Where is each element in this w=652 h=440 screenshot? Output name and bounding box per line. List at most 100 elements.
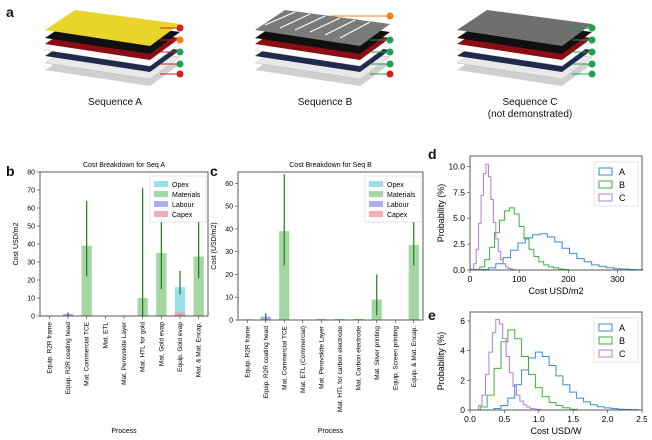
series-a-line xyxy=(480,233,644,271)
bar-capex xyxy=(174,312,186,316)
x-tick-label: Mat. & Mat. Encap. xyxy=(196,322,203,377)
chart-title: Cost Breakdown for Seq B xyxy=(289,162,372,169)
series-b-line xyxy=(479,329,578,410)
y-tick-label: 0 xyxy=(31,314,35,321)
legend-swatch xyxy=(598,323,613,332)
y-tick-label: 50 xyxy=(27,224,35,231)
legend-label: Labour xyxy=(387,202,409,209)
legend-label: Capex xyxy=(387,212,408,219)
panel-letter-e: e xyxy=(428,307,436,323)
series-c-line xyxy=(478,318,542,410)
bar-materials xyxy=(279,231,290,320)
bar-materials xyxy=(316,318,327,320)
legend-swatch xyxy=(598,167,613,176)
legend-swatch xyxy=(598,180,613,189)
legend-label: B xyxy=(619,336,625,346)
y-tick-label: 10 xyxy=(225,295,233,302)
y-tick-label: 40 xyxy=(27,242,35,249)
series-a-line xyxy=(493,351,640,411)
legend-swatch xyxy=(598,336,613,345)
legend-swatch xyxy=(598,349,613,358)
x-axis-label: Process xyxy=(111,428,137,435)
y-tick-label: 30 xyxy=(27,260,35,267)
y-tick-label: 70 xyxy=(27,188,35,195)
sequence-c-label: Sequence C xyxy=(502,97,558,108)
x-tick-label: 2.0 xyxy=(602,414,614,424)
plot-frame xyxy=(469,155,643,271)
x-tick-label: Equip. & Mat. Encap. xyxy=(411,326,418,387)
y-tick-label: 0 xyxy=(460,405,465,415)
legend-swatch xyxy=(154,191,168,197)
panel-letter-c: c xyxy=(210,163,218,179)
y-tick-label: 7.5 xyxy=(453,187,465,197)
bar-materials xyxy=(81,245,92,316)
x-tick-label: Equip. R2R coating head xyxy=(263,326,270,399)
x-tick-label: Mat. HTL for gold xyxy=(140,322,147,372)
y-tick-label: 4 xyxy=(460,346,465,356)
cost-distribution-per-watt-chart: 0 2 4 6 0.0 0.5 1.0 1.5 2.0 2.5 Cost USD/W Probabil… xyxy=(436,311,647,436)
legend-swatch xyxy=(369,191,383,197)
x-tick-label: Mat. Carbon electrode xyxy=(355,326,362,391)
device-stack-illustration-c xyxy=(456,10,596,86)
sequence-a-label: Sequence A xyxy=(88,97,142,108)
panel-letter-d: d xyxy=(428,146,437,162)
sequence-b-label: Sequence B xyxy=(297,97,353,108)
y-axis-label: Probability (%) xyxy=(436,332,446,391)
x-tick-label: 300 xyxy=(610,274,624,284)
plot-frame xyxy=(39,171,209,317)
x-tick-label: Equip. Screen printing xyxy=(392,326,399,390)
plot-frame xyxy=(469,311,643,411)
x-tick-label: Equip. R2R coating head xyxy=(65,322,72,395)
y-tick-label: 20 xyxy=(225,272,233,279)
y-tick-label: 6 xyxy=(460,316,465,326)
chart-title: Cost Breakdown for Seq A xyxy=(83,162,165,169)
legend-label: B xyxy=(619,180,625,190)
legend-swatch xyxy=(369,201,383,207)
legend-label: A xyxy=(619,167,625,177)
x-tick-label: 100 xyxy=(512,274,526,284)
bar-materials xyxy=(353,318,364,320)
y-tick-label: 5.0 xyxy=(453,213,465,223)
legend-swatch xyxy=(154,181,168,187)
device-stack-illustration-a xyxy=(44,10,184,86)
x-tick-label: Mat. Perovskite Layer xyxy=(121,321,128,385)
y-tick-label: 40 xyxy=(225,226,233,233)
legend-label: A xyxy=(619,323,625,333)
bar-materials xyxy=(193,256,204,316)
y-tick-label: 20 xyxy=(27,278,35,285)
panel-letter-a: a xyxy=(6,4,14,20)
x-tick-label: Equip. R2R frame xyxy=(46,322,53,374)
x-tick-label: Mat. HTL for carbon electrode xyxy=(337,326,344,412)
legend-label: Labour xyxy=(172,202,194,209)
y-axis-label: Cost USD/m2 xyxy=(13,223,20,266)
legend-label: Capex xyxy=(172,212,193,219)
y-tick-label: 30 xyxy=(225,249,233,256)
y-axis-label: Cost (USD/m2) xyxy=(211,222,218,269)
x-tick-label: Mat. Commercial TCE xyxy=(84,321,91,385)
x-tick-label: 1.0 xyxy=(533,414,545,424)
x-tick-label: Mat. Silver printing xyxy=(374,326,381,380)
legend-swatch xyxy=(154,211,168,217)
legend-swatch xyxy=(369,181,383,187)
legend-label: Opex xyxy=(172,182,189,189)
x-tick-label: Mat. Perovskite Layer xyxy=(318,325,325,389)
x-tick-label: 200 xyxy=(561,274,575,284)
series-c-line xyxy=(470,163,516,271)
y-tick-label: 10.0 xyxy=(448,161,465,171)
x-tick-label: 0.0 xyxy=(464,414,476,424)
legend-label: Materials xyxy=(172,192,201,199)
sequence-c-sublabel: (not demonstrated) xyxy=(487,109,573,120)
y-tick-label: 50 xyxy=(225,204,233,211)
x-tick-label: 2.5 xyxy=(636,414,647,424)
legend-label: Opex xyxy=(387,182,404,189)
y-tick-label: 2 xyxy=(460,375,465,385)
x-axis-label: Process xyxy=(318,428,344,435)
x-tick-label: Mat. ETL (Commercial) xyxy=(300,326,307,393)
legend-box xyxy=(593,161,639,207)
device-stack-illustration-b xyxy=(254,10,394,86)
panel-letter-b: b xyxy=(6,163,15,179)
legend-label: C xyxy=(619,349,626,359)
x-axis-label: Cost USD/m2 xyxy=(528,286,583,296)
x-tick-label: 1.5 xyxy=(567,414,579,424)
cost-breakdown-chart-seq-a: Cost Breakdown for Seq A 0 10 20 30 40 50 60 70 8… xyxy=(13,162,209,435)
